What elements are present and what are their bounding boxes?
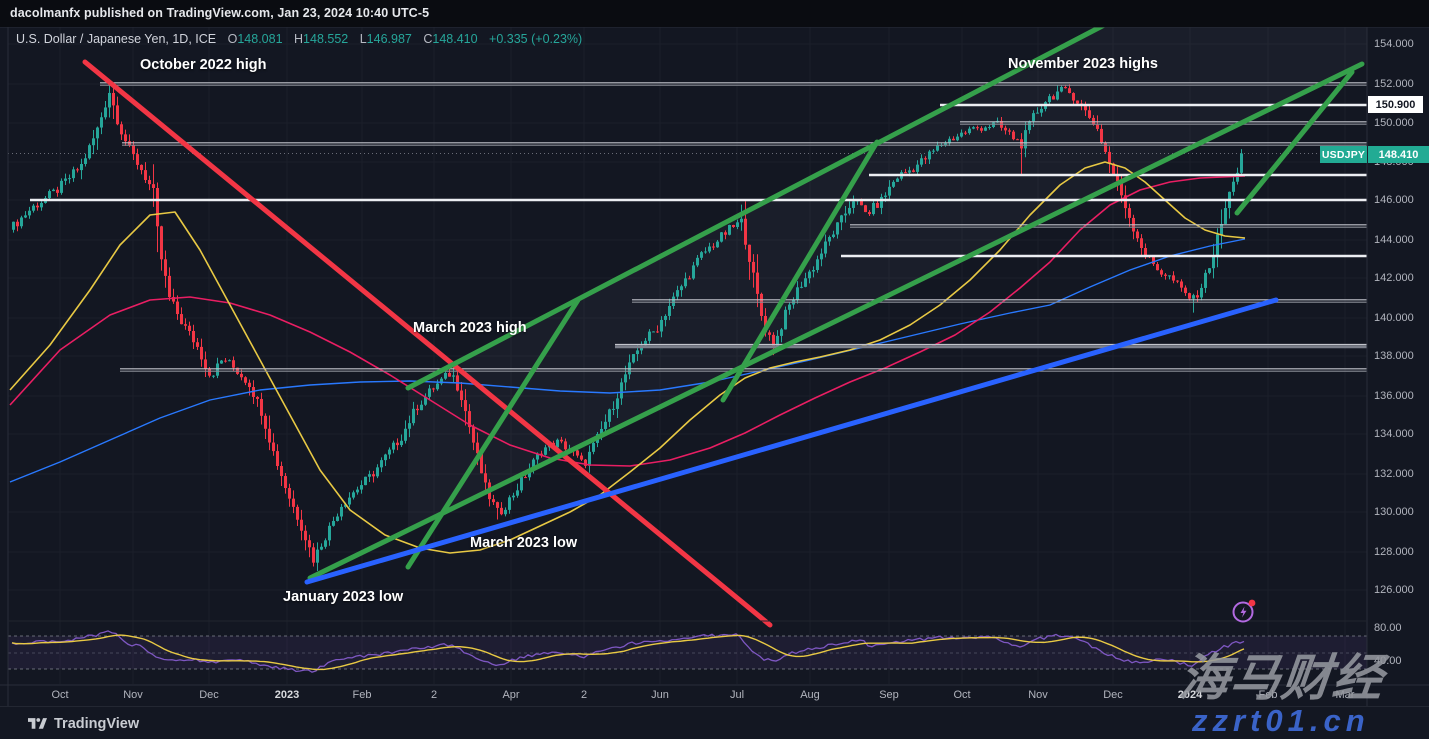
watermark-cjk: 海马财经 <box>1176 650 1387 706</box>
tradingview-logo[interactable]: TradingView <box>28 715 148 733</box>
candlestick-series <box>12 83 1243 572</box>
annotation-november-2023-highs[interactable]: November 2023 highs <box>1008 56 1158 72</box>
rsi-line <box>11 630 1245 673</box>
low-value: 146.987 <box>366 32 412 46</box>
price-axis-label: 150.000 <box>1374 117 1414 129</box>
annotation-october-2022-high[interactable]: October 2022 high <box>140 57 267 73</box>
open-value: 148.081 <box>237 32 283 46</box>
time-axis-label: Jun <box>651 689 669 701</box>
price-axis-label: 142.000 <box>1374 272 1414 284</box>
byline-text: dacolmanfx published on TradingView.com,… <box>10 6 430 20</box>
time-axis-label: Nov <box>123 689 143 701</box>
price-axis-label: 126.000 <box>1374 584 1414 596</box>
time-axis-label: Oct <box>953 689 971 701</box>
price-axis-label: 138.000 <box>1374 350 1414 362</box>
symbol-tag-badge: USDJPY <box>1320 146 1367 163</box>
rsi-pane <box>8 630 1367 673</box>
byline-bar: dacolmanfx published on TradingView.com,… <box>0 0 1429 27</box>
high-label: H <box>294 32 304 46</box>
price-axis-label: 144.000 <box>1374 234 1414 246</box>
annotation-march-2023-low[interactable]: March 2023 low <box>470 535 578 551</box>
close-label: C <box>423 32 433 46</box>
price-axis-label: 154.000 <box>1374 38 1414 50</box>
price-axis-label: 140.000 <box>1374 312 1414 324</box>
alert-dot <box>1248 599 1256 607</box>
time-axis-label: Feb <box>352 689 372 701</box>
flash-alert-icon[interactable] <box>1231 598 1258 625</box>
time-axis-label: 2 <box>580 689 588 701</box>
ma-line-yellow <box>9 161 1246 554</box>
annotation-march-2023-high[interactable]: March 2023 high <box>413 320 527 336</box>
time-axis-label: Dec <box>1103 689 1123 701</box>
watermark-url: zzrt01.cn <box>1192 703 1370 738</box>
low-label: L <box>359 32 367 46</box>
time-axis-label: 2 <box>430 689 438 701</box>
trendline-green-channel-lower[interactable] <box>307 61 1365 581</box>
moving-averages <box>9 161 1246 554</box>
price-axis-label: 130.000 <box>1374 506 1414 518</box>
change-value: +0.335 (+0.23%) <box>489 32 583 46</box>
high-value: 148.552 <box>303 32 349 46</box>
symbol-legend: U.S. Dollar / Japanese Yen, 1D, ICE O148… <box>16 32 582 46</box>
time-axis-label: Aug <box>800 689 820 701</box>
footer-bar: TradingView <box>0 706 1429 739</box>
rsi-ma-line <box>11 634 1245 671</box>
time-axis-label: Jul <box>729 689 745 701</box>
price-axis-label: 146.000 <box>1374 194 1414 206</box>
open-label: O <box>227 32 238 46</box>
trend-channel-fill <box>408 23 1367 530</box>
time-axis-label: Mar <box>1335 689 1355 701</box>
time-axis-label: Apr <box>502 689 520 701</box>
tradingview-wordmark: TradingView <box>54 716 140 732</box>
last-price-badge: 148.410 <box>1368 146 1429 163</box>
time-axis-label: 2024 <box>1177 689 1203 701</box>
symbol-title[interactable]: U.S. Dollar / Japanese Yen, 1D, ICE <box>16 32 217 46</box>
price-axis-label: 40.00 <box>1374 655 1402 667</box>
time-axis-label: Sep <box>879 689 899 701</box>
price-axis-label: 152.000 <box>1374 78 1414 90</box>
ma-line-blue <box>9 238 1246 483</box>
price-axis-label: 136.000 <box>1374 390 1414 402</box>
trendlines <box>82 20 1365 628</box>
price-axis-label: 132.000 <box>1374 468 1414 480</box>
time-axis-label: Dec <box>199 689 219 701</box>
close-value: 148.410 <box>432 32 478 46</box>
annotation-january-2023-low[interactable]: January 2023 low <box>283 589 404 605</box>
time-axis-label: Feb <box>1258 689 1278 701</box>
tradingview-logo-icon <box>28 717 47 729</box>
ma-line-pink <box>9 175 1246 467</box>
gridlines <box>8 27 1367 684</box>
trendline-blue-uptrend[interactable] <box>304 297 1279 585</box>
trendline-red-downtrend[interactable] <box>82 59 773 628</box>
time-axis-label: Nov <box>1028 689 1048 701</box>
trendline-green-steep-3[interactable] <box>1234 69 1355 216</box>
time-axis-label: 2023 <box>274 689 300 701</box>
trendline-green-steep-2[interactable] <box>720 139 880 403</box>
price-axis-label: 80.00 <box>1374 622 1402 634</box>
pane-borders <box>0 26 1429 706</box>
time-axis-label: Oct <box>51 689 69 701</box>
price-level-badge: 150.900 <box>1368 96 1423 113</box>
trendline-green-channel-upper[interactable] <box>405 20 1111 391</box>
price-axis-label: 128.000 <box>1374 546 1414 558</box>
trendline-green-steep-1[interactable] <box>405 297 581 570</box>
price-axis-label: 134.000 <box>1374 428 1414 440</box>
